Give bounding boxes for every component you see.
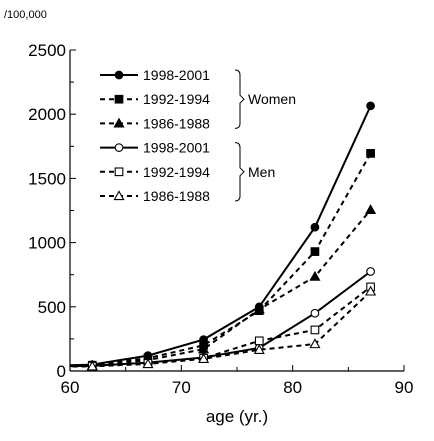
legend-marker xyxy=(114,143,124,152)
legend-label: 1998-2001 xyxy=(143,67,210,83)
data-point xyxy=(365,204,377,215)
legend-group-label: Men xyxy=(248,164,275,180)
data-point xyxy=(366,267,375,276)
data-point xyxy=(253,344,265,354)
series-men-1986-1988 xyxy=(70,285,377,371)
legend-label: 1998-2001 xyxy=(143,140,210,156)
legend-label: 1986-1988 xyxy=(143,115,210,131)
y-tick-label: 500 xyxy=(38,298,66,317)
y-tick-label: 1000 xyxy=(28,234,66,253)
y-tick-label: 2500 xyxy=(28,41,66,60)
legend-marker xyxy=(114,94,124,104)
tick-labels: 60 70 80 90 0 500 1000 1500 2000 2500 xyxy=(28,41,413,397)
data-point xyxy=(253,303,265,314)
legend-group-brace xyxy=(234,69,245,129)
series-line xyxy=(70,152,372,367)
x-tick-label: 70 xyxy=(172,378,191,397)
x-axis-title: age (yr.) xyxy=(206,407,268,426)
legend: 1998-2001 1992-1994 1986-1988 1998-2001 1992… xyxy=(100,67,296,204)
data-point xyxy=(309,270,321,281)
x-tick-label: 60 xyxy=(61,378,80,397)
data-point xyxy=(366,149,375,158)
data-point xyxy=(254,336,264,346)
legend-group-brace xyxy=(234,142,245,202)
y-tick-label: 0 xyxy=(57,362,66,381)
plot-area xyxy=(70,101,377,371)
data-point xyxy=(366,101,375,111)
legend-label: 1992-1994 xyxy=(143,91,210,107)
data-point xyxy=(310,325,320,335)
data-point xyxy=(310,222,320,232)
data-point xyxy=(86,360,98,371)
legend-marker xyxy=(113,117,125,128)
legend-marker xyxy=(114,167,124,177)
legend-label: 1986-1988 xyxy=(143,188,210,204)
legend-group-label: Women xyxy=(248,91,296,107)
data-point xyxy=(310,247,320,256)
legend-label: 1992-1994 xyxy=(143,164,210,180)
data-point xyxy=(198,353,210,363)
x-tick-label: 80 xyxy=(283,378,302,397)
x-tick-label: 90 xyxy=(395,378,414,397)
axes xyxy=(69,49,405,372)
data-point xyxy=(198,343,210,354)
unit-label: /100,000 xyxy=(4,9,47,21)
y-tick-label: 2000 xyxy=(28,105,66,124)
legend-marker xyxy=(114,70,124,80)
legend-marker xyxy=(113,190,125,201)
data-point xyxy=(310,308,320,318)
data-point xyxy=(365,285,377,296)
data-point xyxy=(142,358,154,369)
data-point xyxy=(309,338,321,349)
y-tick-label: 1500 xyxy=(28,169,66,188)
